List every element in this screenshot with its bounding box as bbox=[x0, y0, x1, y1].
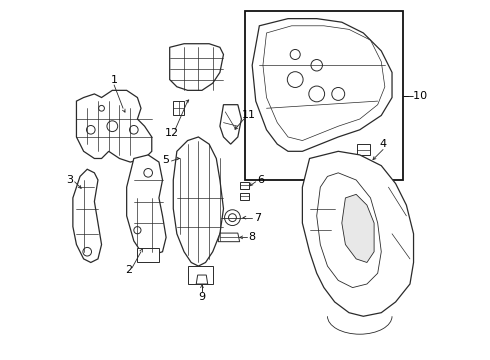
Polygon shape bbox=[188, 266, 213, 284]
Polygon shape bbox=[252, 19, 392, 151]
Polygon shape bbox=[170, 44, 223, 90]
Text: 3: 3 bbox=[66, 175, 73, 185]
Text: 6: 6 bbox=[258, 175, 265, 185]
Circle shape bbox=[228, 214, 236, 222]
Circle shape bbox=[224, 210, 240, 226]
Text: 12: 12 bbox=[165, 129, 178, 138]
Text: 5: 5 bbox=[163, 155, 170, 165]
Text: 2: 2 bbox=[125, 265, 132, 275]
Polygon shape bbox=[240, 193, 248, 200]
Bar bbox=[245, 12, 403, 180]
Polygon shape bbox=[302, 151, 414, 316]
Text: 9: 9 bbox=[198, 292, 205, 302]
Polygon shape bbox=[173, 137, 223, 266]
Text: 7: 7 bbox=[254, 213, 261, 222]
Polygon shape bbox=[76, 90, 152, 162]
Polygon shape bbox=[137, 248, 159, 262]
Polygon shape bbox=[342, 194, 374, 262]
Text: 1: 1 bbox=[111, 75, 118, 85]
Polygon shape bbox=[126, 155, 166, 255]
Polygon shape bbox=[73, 169, 101, 262]
Polygon shape bbox=[220, 105, 242, 144]
Polygon shape bbox=[357, 144, 370, 155]
Polygon shape bbox=[173, 101, 184, 116]
Text: 4: 4 bbox=[379, 139, 387, 149]
Polygon shape bbox=[196, 275, 208, 284]
Text: 8: 8 bbox=[248, 232, 256, 242]
Text: 11: 11 bbox=[242, 111, 256, 121]
Polygon shape bbox=[240, 182, 248, 189]
Polygon shape bbox=[218, 233, 240, 242]
Text: —10: —10 bbox=[403, 91, 428, 101]
